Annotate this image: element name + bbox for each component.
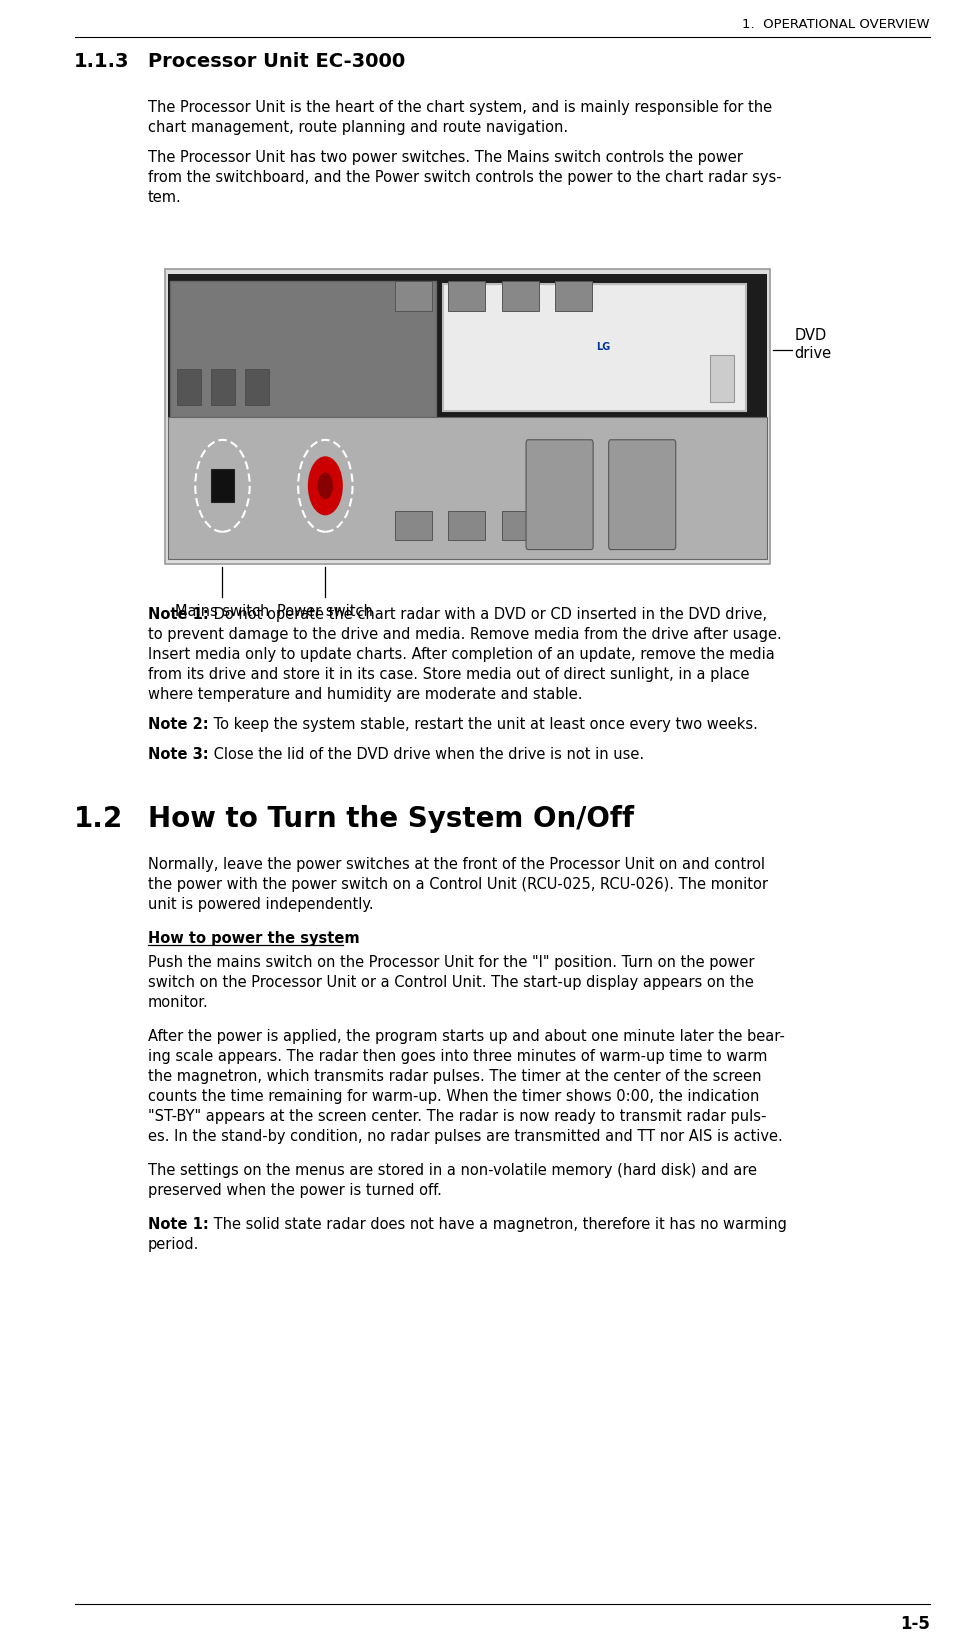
Text: To keep the system stable, restart the unit at least once every two weeks.: To keep the system stable, restart the u…	[209, 716, 758, 731]
Bar	[710, 356, 734, 403]
Text: counts the time remaining for warm-up. When the timer shows 0:00, the indication: counts the time remaining for warm-up. W…	[148, 1088, 759, 1103]
Bar	[555, 511, 592, 541]
Text: switch on the Processor Unit or a Control Unit. The start-up display appears on : switch on the Processor Unit or a Contro…	[148, 975, 754, 990]
Bar	[245, 370, 269, 405]
Text: from its drive and store it in its case. Store media out of direct sunlight, in : from its drive and store it in its case.…	[148, 667, 749, 682]
Text: 1.2: 1.2	[74, 805, 123, 833]
Text: The settings on the menus are stored in a non-volatile memory (hard disk) and ar: The settings on the menus are stored in …	[148, 1162, 757, 1177]
Text: How to power the system: How to power the system	[148, 931, 360, 946]
Text: The Processor Unit has two power switches. The Mains switch controls the power: The Processor Unit has two power switche…	[148, 149, 743, 166]
Bar	[168, 418, 767, 561]
Bar	[443, 285, 746, 411]
Text: After the power is applied, the program starts up and about one minute later the: After the power is applied, the program …	[148, 1028, 784, 1044]
Text: 1.  OPERATIONAL OVERVIEW: 1. OPERATIONAL OVERVIEW	[743, 18, 930, 31]
Text: tem.: tem.	[148, 190, 182, 205]
Bar	[211, 470, 234, 503]
Text: "ST-BY" appears at the screen center. The radar is now ready to transmit radar p: "ST-BY" appears at the screen center. Th…	[148, 1108, 766, 1123]
Text: Processor Unit EC-3000: Processor Unit EC-3000	[148, 52, 405, 70]
Text: 1.1.3: 1.1.3	[74, 52, 129, 70]
Text: where temperature and humidity are moderate and stable.: where temperature and humidity are moder…	[148, 687, 582, 701]
Text: Insert media only to update charts. After completion of an update, remove the me: Insert media only to update charts. Afte…	[148, 647, 775, 662]
Text: Note 1:: Note 1:	[148, 606, 209, 621]
Bar	[211, 370, 235, 405]
Text: Note 1:: Note 1:	[148, 1216, 209, 1231]
FancyBboxPatch shape	[608, 441, 676, 551]
Text: preserved when the power is turned off.: preserved when the power is turned off.	[148, 1182, 442, 1196]
Text: The solid state radar does not have a magnetron, therefore it has no warming: The solid state radar does not have a ma…	[209, 1216, 787, 1231]
FancyBboxPatch shape	[526, 441, 593, 551]
Circle shape	[318, 474, 333, 500]
Text: Push the mains switch on the Processor Unit for the "I" position. Turn on the po: Push the mains switch on the Processor U…	[148, 954, 754, 969]
Text: es. In the stand-by condition, no radar pulses are transmitted and TT nor AIS is: es. In the stand-by condition, no radar …	[148, 1128, 782, 1144]
Bar	[168, 275, 767, 561]
Bar	[502, 511, 538, 541]
Text: The Processor Unit is the heart of the chart system, and is mainly responsible f: The Processor Unit is the heart of the c…	[148, 100, 772, 115]
Text: 1-5: 1-5	[900, 1614, 930, 1632]
Bar	[177, 370, 201, 405]
Text: period.: period.	[148, 1236, 199, 1251]
Text: Power switch: Power switch	[277, 605, 373, 620]
Text: Close the lid of the DVD drive when the drive is not in use.: Close the lid of the DVD drive when the …	[209, 746, 644, 762]
Text: the power with the power switch on a Control Unit (RCU-025, RCU-026). The monito: the power with the power switch on a Con…	[148, 877, 768, 892]
Text: unit is powered independently.: unit is powered independently.	[148, 897, 373, 911]
Text: ing scale appears. The radar then goes into three minutes of warm-up time to war: ing scale appears. The radar then goes i…	[148, 1049, 767, 1064]
Bar	[395, 511, 432, 541]
Text: LG: LG	[597, 341, 610, 351]
Bar	[165, 270, 770, 565]
Text: Note 3:: Note 3:	[148, 746, 209, 762]
Text: to prevent damage to the drive and media. Remove media from the drive after usag: to prevent damage to the drive and media…	[148, 626, 781, 641]
Text: DVD
drive: DVD drive	[794, 328, 831, 361]
Bar	[448, 282, 485, 311]
Text: from the switchboard, and the Power switch controls the power to the chart radar: from the switchboard, and the Power swit…	[148, 170, 781, 185]
Text: Mains switch: Mains switch	[175, 605, 269, 620]
Bar	[502, 282, 538, 311]
Text: Note 2:: Note 2:	[148, 716, 209, 731]
Bar	[448, 511, 485, 541]
Text: the magnetron, which transmits radar pulses. The timer at the center of the scre: the magnetron, which transmits radar pul…	[148, 1069, 761, 1083]
Bar	[170, 282, 436, 418]
Bar	[395, 282, 432, 311]
Text: Normally, leave the power switches at the front of the Processor Unit on and con: Normally, leave the power switches at th…	[148, 857, 765, 872]
Bar	[555, 282, 592, 311]
Circle shape	[308, 457, 343, 516]
Text: chart management, route planning and route navigation.: chart management, route planning and rou…	[148, 120, 568, 134]
Text: monitor.: monitor.	[148, 995, 209, 1010]
Text: Do not operate the chart radar with a DVD or CD inserted in the DVD drive,: Do not operate the chart radar with a DV…	[209, 606, 767, 621]
Text: How to Turn the System On/Off: How to Turn the System On/Off	[148, 805, 634, 833]
